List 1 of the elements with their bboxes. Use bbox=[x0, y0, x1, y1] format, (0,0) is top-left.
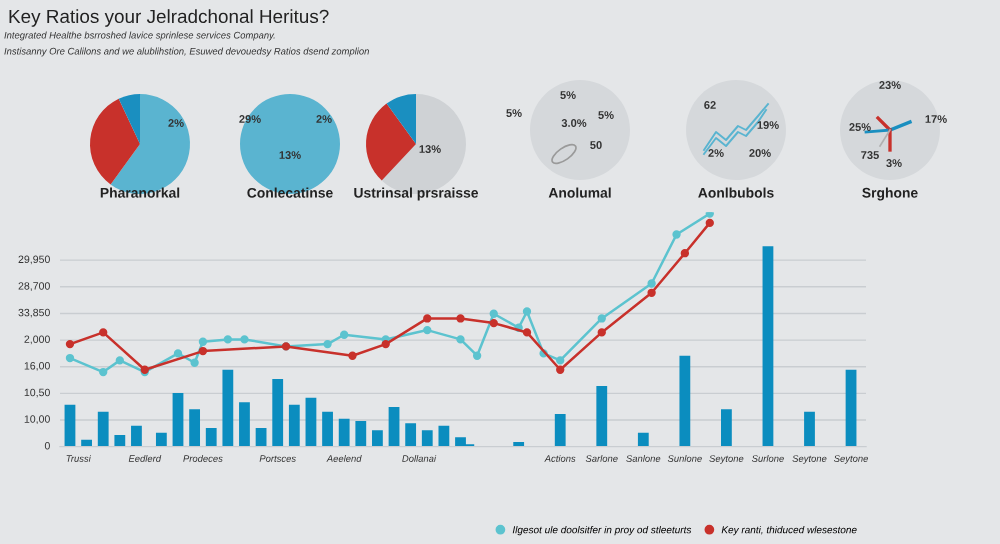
text: Key Ratios your Jelradchonal Heritus? bbox=[9, 9, 329, 27]
